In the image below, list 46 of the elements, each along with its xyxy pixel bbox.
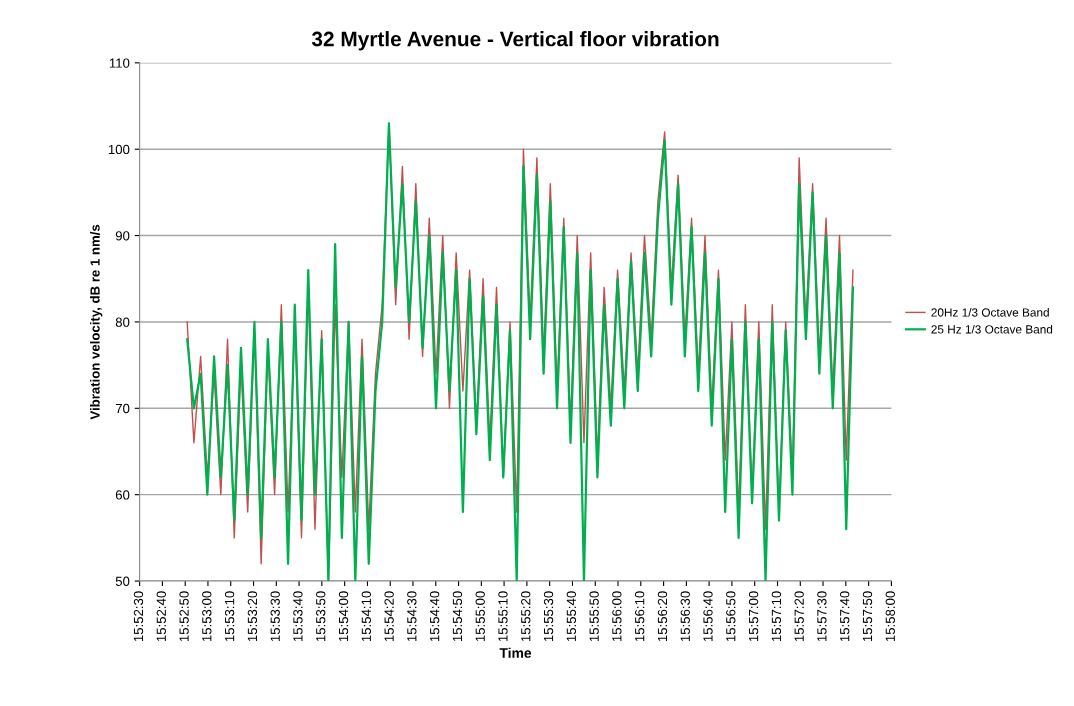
- x-tick-label: 15:54:10: [361, 591, 371, 642]
- y-tick-label: 80: [115, 317, 130, 327]
- x-tick-label: 15:54:00: [338, 591, 349, 642]
- y-tick-label: 60: [115, 490, 130, 500]
- x-tick-label: 15:55:10: [498, 591, 508, 642]
- x-tick-label: 15:55:50: [589, 591, 599, 642]
- x-tick-label: 15:57:10: [771, 591, 782, 642]
- x-tick-label: 15:53:10: [224, 591, 235, 642]
- y-tick-label: 50: [115, 576, 130, 586]
- x-tick-label: 15:56:30: [680, 591, 690, 642]
- x-tick-label: 15:56:10: [634, 591, 645, 642]
- x-tick-label: 15:53:30: [270, 591, 280, 642]
- x-tick-label: 15:55:20: [521, 591, 531, 642]
- x-tick-label: 15:56:20: [657, 591, 668, 642]
- x-tick-label: 15:54:50: [452, 591, 463, 642]
- legend-label: 25 Hz 1/3 Octave Band: [931, 324, 1053, 334]
- x-tick-label: 15:57:00: [748, 591, 759, 642]
- x-tick-label: 15:54:30: [407, 591, 417, 642]
- x-tick-label: 15:57:30: [817, 591, 827, 642]
- x-tick-label: 15:57:50: [862, 591, 873, 642]
- x-tick-label: 15:52:30: [133, 591, 144, 642]
- x-tick-label: 15:52:50: [179, 591, 189, 642]
- x-tick-label: 15:53:20: [247, 591, 258, 642]
- x-tick-label: 15:55:00: [475, 591, 485, 642]
- x-tick-label: 15:54:20: [384, 591, 394, 642]
- x-tick-label: 15:54:40: [429, 591, 440, 642]
- legend-label: 20Hz 1/3 Octave Band: [931, 307, 1049, 317]
- x-tick-label: 15:58:00: [885, 591, 895, 642]
- x-tick-label: 15:56:40: [703, 591, 713, 642]
- y-tick-label: 110: [109, 58, 130, 68]
- x-tick-label: 15:56:00: [612, 591, 622, 642]
- x-tick-label: 15:55:40: [566, 591, 577, 642]
- x-tick-label: 15:57:40: [840, 591, 850, 642]
- x-tick-label: 15:53:50: [316, 591, 326, 642]
- x-axis-title: Time: [499, 647, 532, 658]
- x-tick-label: 15:56:50: [726, 591, 736, 642]
- y-tick-label: 90: [115, 231, 130, 241]
- x-tick-label: 15:53:00: [202, 591, 212, 642]
- chart-title: 32 Myrtle Avenue - Vertical floor vibration: [311, 31, 719, 51]
- x-tick-label: 15:55:30: [543, 591, 554, 642]
- y-axis-title: Vibration velocity, dB re 1 nm/s: [90, 224, 103, 420]
- x-tick-label: 15:57:20: [794, 591, 804, 642]
- y-tick-label: 70: [115, 403, 130, 414]
- x-tick-label: 15:53:40: [293, 591, 303, 642]
- y-tick-label: 100: [108, 144, 130, 155]
- x-tick-label: 15:52:40: [156, 591, 166, 642]
